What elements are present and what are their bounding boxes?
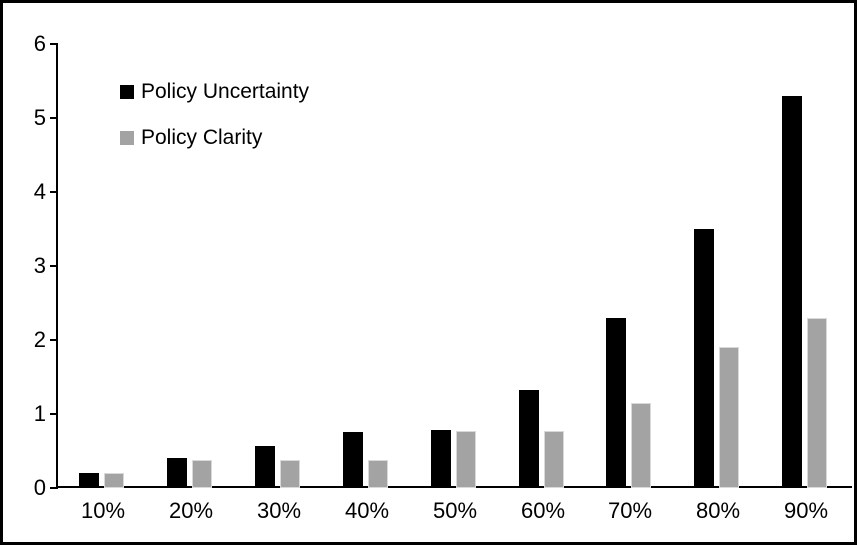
- bar-policy-clarity-50%: [456, 431, 476, 488]
- y-tick: [50, 191, 58, 193]
- bar-policy-clarity-10%: [104, 473, 124, 488]
- legend-swatch-policy-clarity-icon: [120, 131, 134, 145]
- bar-policy-uncertainty-40%: [343, 432, 363, 488]
- legend-item-policy-uncertainty: Policy Uncertainty: [120, 80, 309, 104]
- bar-policy-uncertainty-10%: [79, 473, 99, 488]
- x-tick-label: 10%: [80, 498, 126, 523]
- y-tick-label: 4: [33, 179, 46, 204]
- legend: Policy Uncertainty Policy Clarity: [120, 80, 309, 172]
- bar-policy-uncertainty-80%: [694, 229, 714, 488]
- bar-policy-clarity-60%: [544, 431, 564, 488]
- x-tick-label: 40%: [344, 498, 390, 523]
- bar-policy-clarity-80%: [719, 347, 739, 488]
- legend-label-policy-uncertainty: Policy Uncertainty: [141, 80, 310, 103]
- x-tick-label: 70%: [607, 498, 653, 523]
- x-tick-label: 20%: [168, 498, 214, 523]
- bar-policy-clarity-70%: [631, 403, 651, 488]
- y-tick-label: 2: [33, 327, 46, 352]
- y-tick-label: 3: [33, 253, 46, 278]
- x-tick-label: 30%: [256, 498, 302, 523]
- bar-policy-clarity-40%: [368, 460, 388, 488]
- bar-policy-uncertainty-90%: [782, 96, 802, 488]
- y-tick-label: 0: [33, 475, 46, 500]
- bar-policy-clarity-20%: [192, 460, 212, 488]
- legend-swatch-policy-uncertainty-icon: [120, 85, 134, 99]
- legend-label-policy-clarity: Policy Clarity: [141, 126, 263, 149]
- y-tick: [50, 117, 58, 119]
- y-tick: [50, 43, 58, 45]
- bar-policy-uncertainty-50%: [431, 430, 451, 488]
- legend-item-policy-clarity: Policy Clarity: [120, 126, 309, 150]
- x-tick-label: 90%: [783, 498, 829, 523]
- y-tick: [50, 487, 58, 489]
- y-tick-label: 6: [33, 31, 46, 56]
- y-tick: [50, 265, 58, 267]
- y-tick: [50, 339, 58, 341]
- x-tick-label: 50%: [432, 498, 478, 523]
- y-tick-label: 5: [33, 105, 46, 130]
- bar-policy-uncertainty-20%: [167, 458, 187, 488]
- x-tick-label: 80%: [695, 498, 741, 523]
- bar-policy-clarity-90%: [807, 318, 827, 488]
- bar-policy-clarity-30%: [280, 460, 300, 488]
- y-tick-label: 1: [33, 401, 46, 426]
- bar-policy-uncertainty-60%: [519, 390, 539, 488]
- bar-policy-uncertainty-30%: [255, 446, 275, 488]
- y-tick: [50, 413, 58, 415]
- x-tick-label: 60%: [520, 498, 566, 523]
- x-axis-line: [56, 486, 852, 488]
- bar-policy-uncertainty-70%: [606, 318, 626, 488]
